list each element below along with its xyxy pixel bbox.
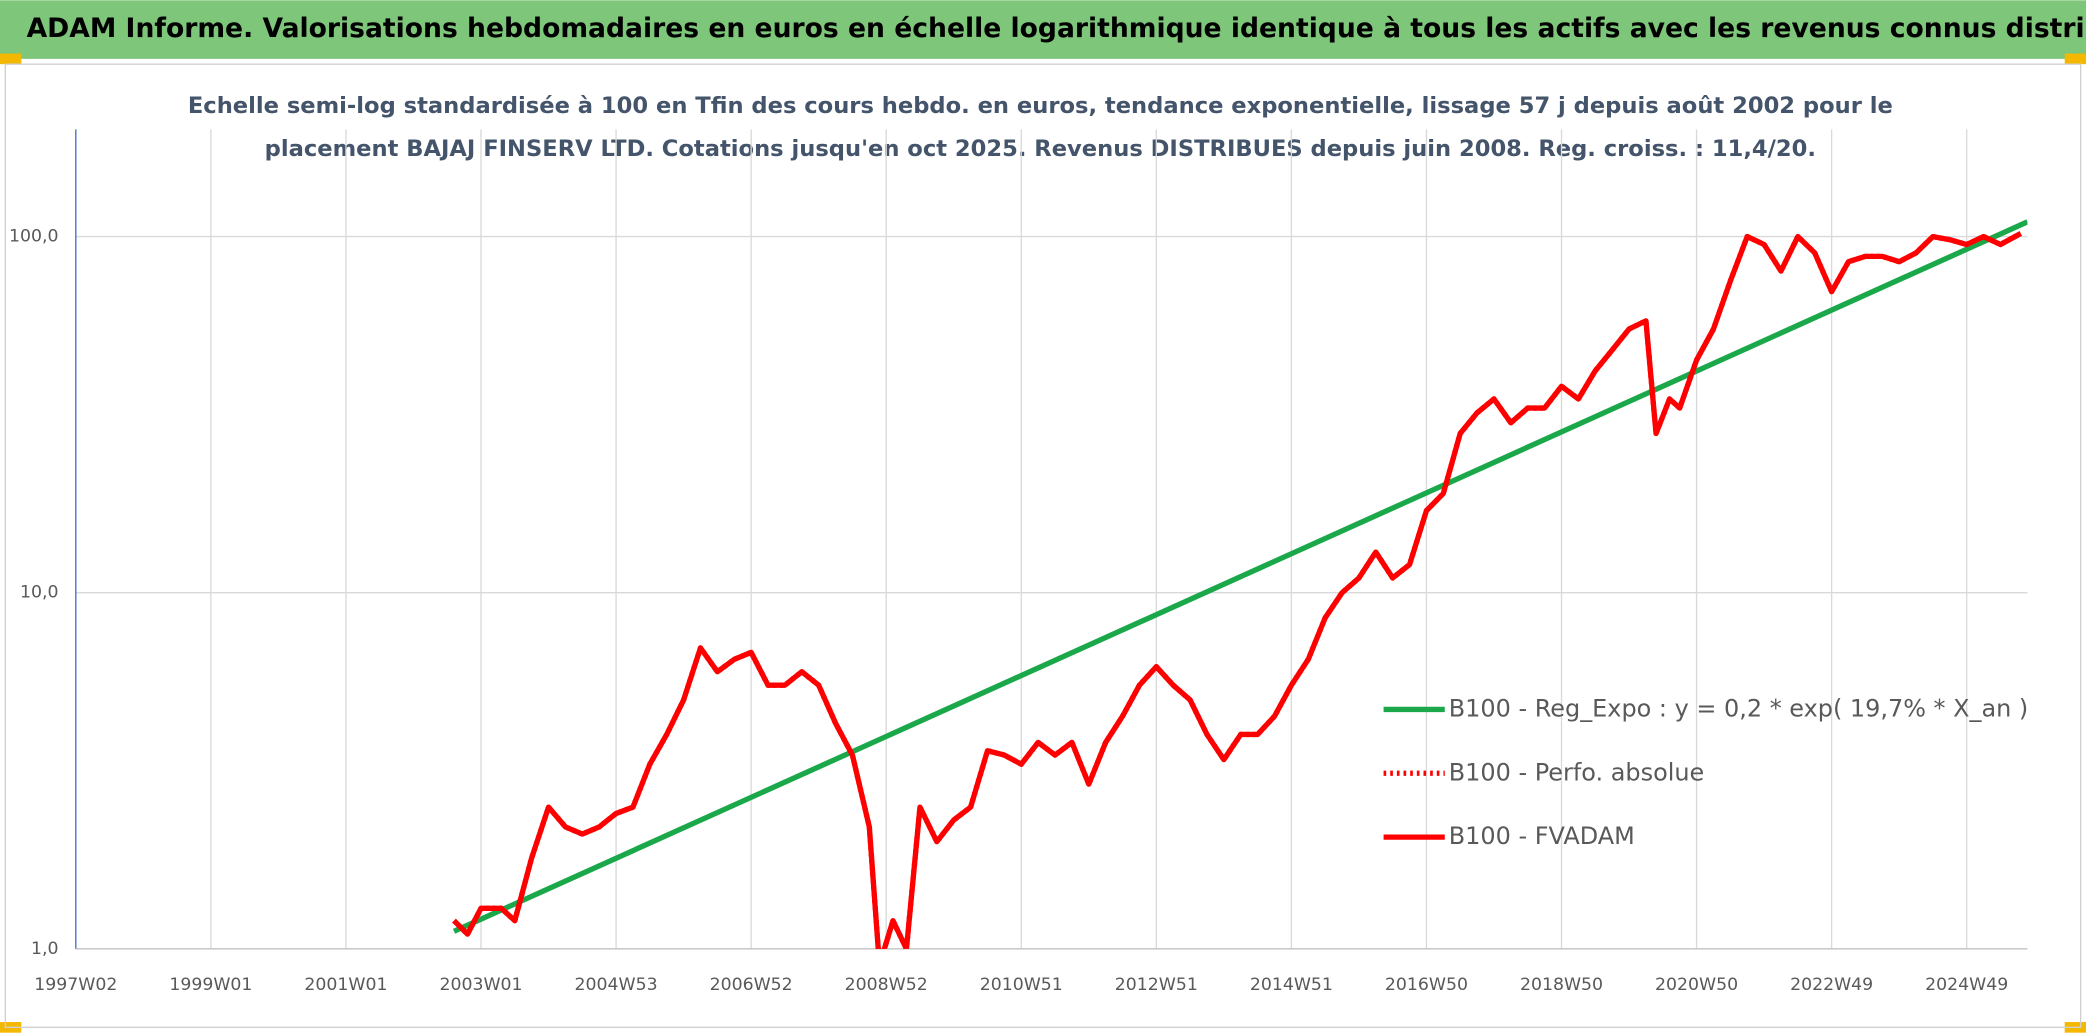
y-tick-label: 10,0 — [20, 583, 58, 603]
corner — [0, 53, 22, 65]
x-tick-label: 2020W50 — [1655, 975, 1738, 995]
title-banner — [0, 0, 2086, 59]
series-line — [452, 231, 2022, 949]
chart-subtitle: placement BAJAJ FINSERV LTD. Cotations j… — [265, 136, 1816, 162]
x-tick-label: 2008W52 — [845, 975, 928, 995]
frame — [4, 63, 2082, 1029]
x-tick-label: 1997W02 — [34, 975, 117, 995]
legend-label: B100 - FVADAM — [1449, 822, 1635, 850]
legend: B100 - Reg_Expo : y = 0,2 * exp( 19,7% *… — [1383, 694, 2029, 850]
corner — [2064, 53, 2086, 65]
chart-subtitle: Echelle semi-log standardisée à 100 en T… — [188, 93, 1893, 119]
x-tick-label: 2018W50 — [1520, 975, 1603, 995]
x-tick-label: 2014W51 — [1250, 975, 1333, 995]
x-tick-label: 2012W51 — [1115, 975, 1198, 995]
y-tick-label: 1,0 — [31, 939, 58, 959]
plot-area — [452, 219, 2028, 949]
x-tick-label: 2024W49 — [1925, 975, 2008, 995]
x-tick-label: 1999W01 — [169, 975, 252, 995]
series-line — [452, 219, 2028, 934]
x-tick-label: 2006W52 — [710, 975, 793, 995]
grid: 1,0 10,0 100,0 1997W02 1999W01 2001W01 2003W01… — [9, 129, 2028, 995]
x-tick-label: 2010W51 — [980, 975, 1063, 995]
chart-title: ADAM Informe. Valorisations hebdomadaire… — [27, 13, 2086, 44]
legend-label: B100 - Reg_Expo : y = 0,2 * exp( 19,7% *… — [1449, 694, 2029, 722]
x-tick-label: 2003W01 — [439, 975, 522, 995]
x-tick-label: 2004W53 — [575, 975, 658, 995]
x-tick-label: 2022W49 — [1790, 975, 1873, 995]
y-tick-label: 100,0 — [9, 227, 58, 247]
x-tick-label: 2001W01 — [304, 975, 387, 995]
x-tick-label: 2016W50 — [1385, 975, 1468, 995]
legend-label: B100 - Perfo. absolue — [1449, 758, 1705, 786]
